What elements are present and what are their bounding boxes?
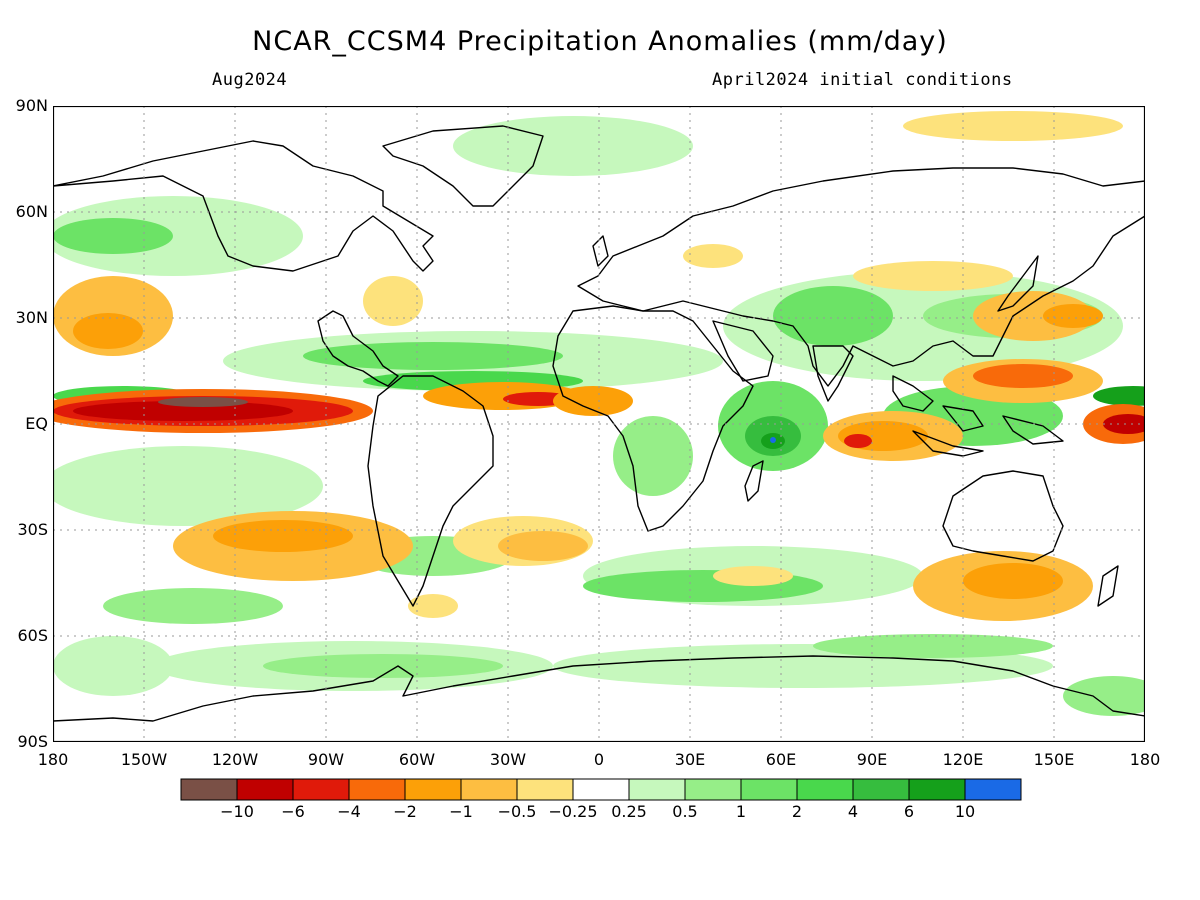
colorbar-cell bbox=[348, 778, 406, 801]
colorbar-cell bbox=[516, 778, 574, 801]
colorbar-label: −4 bbox=[337, 802, 361, 821]
lat-label: 60S bbox=[17, 626, 48, 645]
colorbar-cell bbox=[180, 778, 238, 801]
colorbar-label: −10 bbox=[220, 802, 254, 821]
colorbar-label: −6 bbox=[281, 802, 305, 821]
lon-label: 120W bbox=[211, 750, 259, 769]
colorbar-cell bbox=[628, 778, 686, 801]
graticule bbox=[53, 106, 1145, 742]
colorbar-cell bbox=[460, 778, 518, 801]
colorbar-label: 10 bbox=[954, 802, 976, 821]
lon-label: 30W bbox=[489, 750, 527, 769]
forecast-month: Aug2024 bbox=[212, 70, 288, 90]
colorbar-cell bbox=[572, 778, 630, 801]
colorbar-label: 2 bbox=[791, 802, 803, 821]
lon-label: 120E bbox=[942, 750, 984, 769]
colorbar-cell bbox=[852, 778, 910, 801]
colorbar-cell bbox=[796, 778, 854, 801]
colorbar-label: −2 bbox=[393, 802, 417, 821]
lat-label: 30S bbox=[17, 520, 48, 539]
colorbar-cell bbox=[236, 778, 294, 801]
lon-label: 150W bbox=[120, 750, 168, 769]
colorbar-label: 0.5 bbox=[672, 802, 698, 821]
lon-label: 180 bbox=[37, 750, 69, 769]
lat-label: 60N bbox=[15, 202, 48, 221]
colorbar bbox=[180, 778, 1022, 801]
lat-label: EQ bbox=[25, 414, 48, 433]
colorbar-label: 4 bbox=[847, 802, 859, 821]
colorbar-cell bbox=[964, 778, 1022, 801]
colorbar-label: −0.5 bbox=[497, 802, 537, 821]
colorbar-label: −0.25 bbox=[548, 802, 598, 821]
map-title: NCAR_CCSM4 Precipitation Anomalies (mm/d… bbox=[252, 26, 948, 57]
colorbar-cell bbox=[908, 778, 966, 801]
colorbar-cell bbox=[684, 778, 742, 801]
colorbar-label: −1 bbox=[449, 802, 473, 821]
lat-label: 30N bbox=[15, 308, 48, 327]
lon-label: 90E bbox=[856, 750, 888, 769]
colorbar-label: 6 bbox=[903, 802, 915, 821]
initial-conditions: April2024 initial conditions bbox=[712, 70, 1013, 90]
colorbar-label: 1 bbox=[735, 802, 747, 821]
coastlines bbox=[53, 125, 1145, 722]
lon-label: 60E bbox=[765, 750, 797, 769]
lon-label: 90W bbox=[307, 750, 345, 769]
colorbar-cell bbox=[740, 778, 798, 801]
colorbar-cell bbox=[404, 778, 462, 801]
lon-label: 30E bbox=[674, 750, 706, 769]
lon-label: 180 bbox=[1129, 750, 1161, 769]
lon-label: 60W bbox=[398, 750, 436, 769]
precipitation-anomaly-map bbox=[53, 106, 1145, 742]
lat-label: 90S bbox=[17, 732, 48, 751]
map-frame bbox=[53, 106, 1145, 742]
lon-label: 0 bbox=[593, 750, 605, 769]
lat-label: 90N bbox=[15, 96, 48, 115]
colorbar-cell bbox=[292, 778, 350, 801]
anomaly-field bbox=[53, 111, 1145, 716]
lon-label: 150E bbox=[1033, 750, 1075, 769]
colorbar-label: 0.25 bbox=[611, 802, 647, 821]
